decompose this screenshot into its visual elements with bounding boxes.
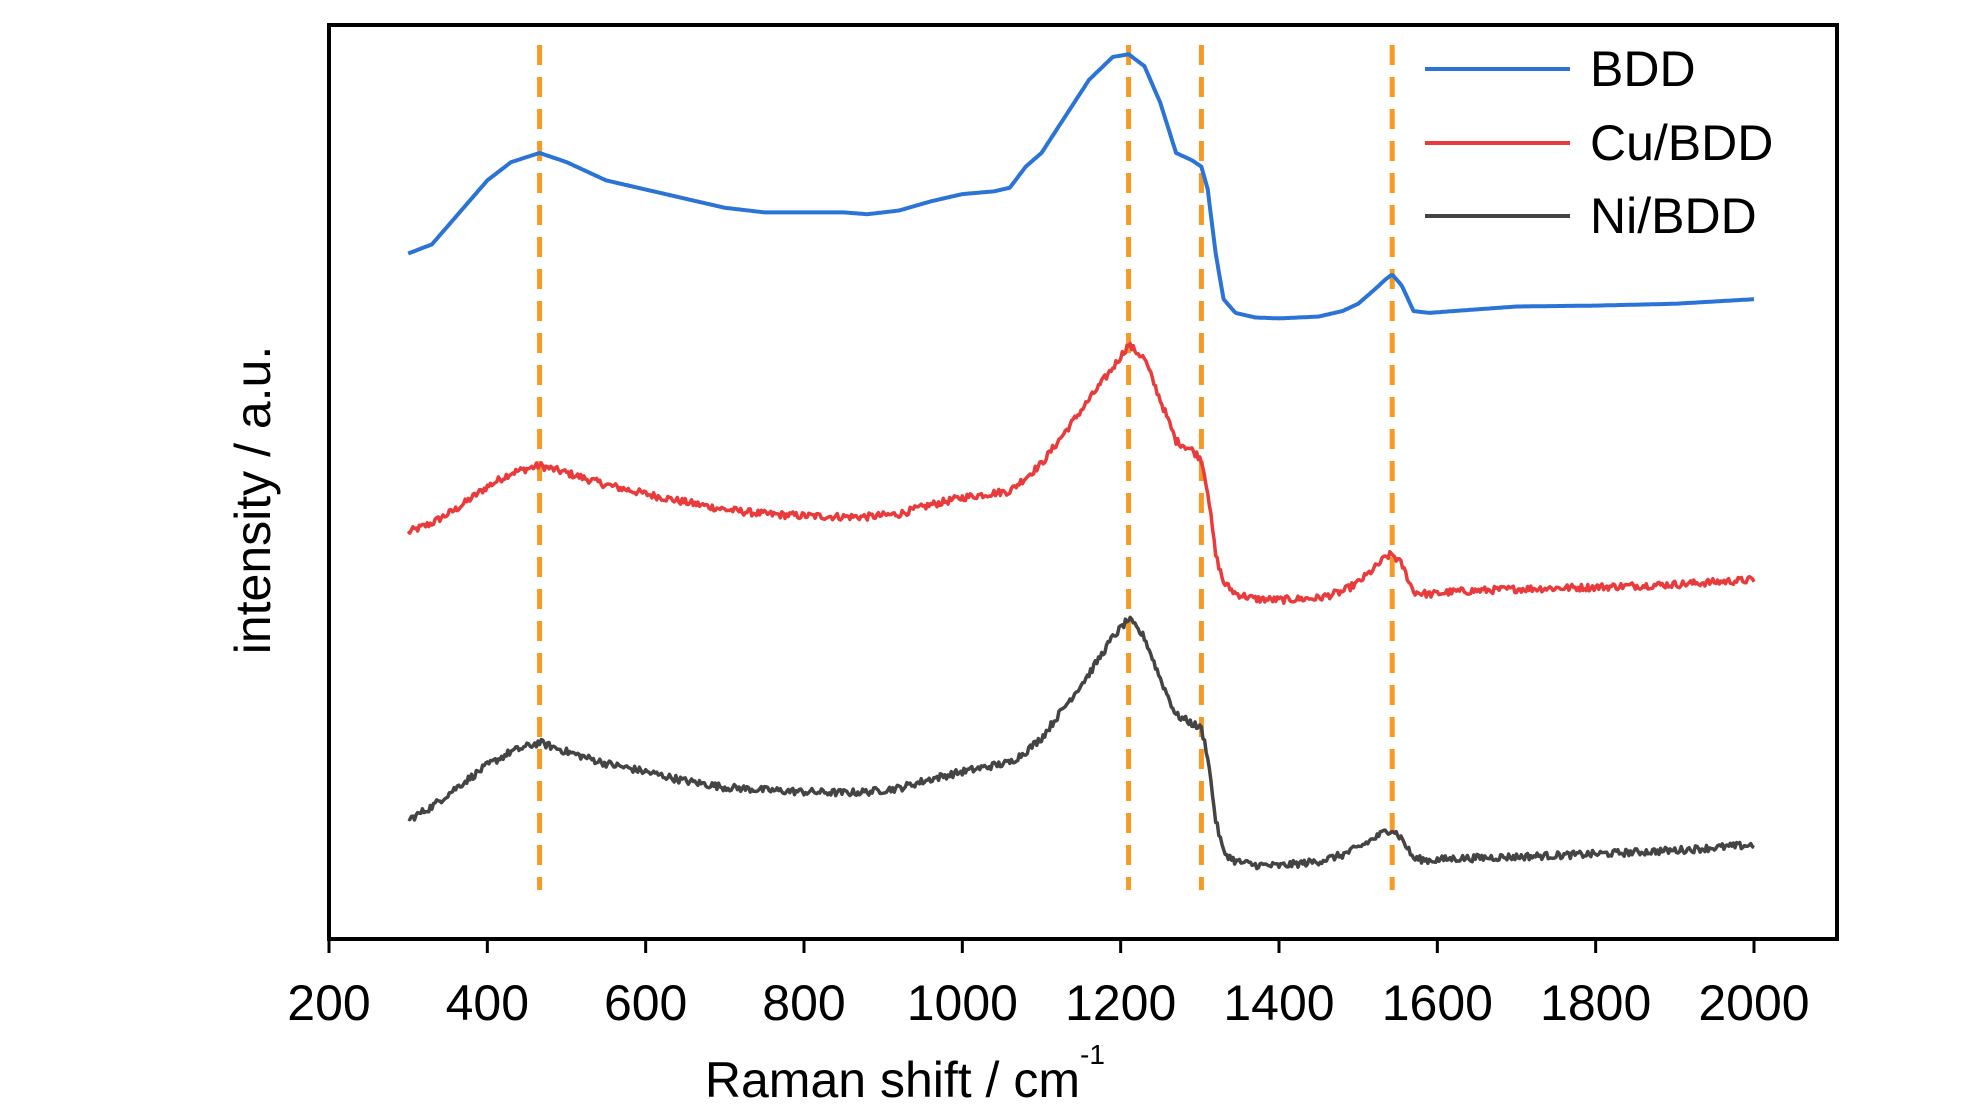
x-tick-label: 2000 [1698,975,1809,1031]
x-tick-label: 400 [446,975,529,1031]
series-line-cu-bdd [406,341,1756,605]
x-axis-ticks: 200 400 600 800 1000 1200 1400 1600 1800 2000 [287,939,1810,1031]
legend-label: Cu/BDD [1590,115,1773,171]
x-axis-title-superscript: -1 [1080,1039,1105,1070]
x-tick-label: 1000 [907,975,1018,1031]
legend-label: Ni/BDD [1590,188,1757,244]
series-layer [406,52,1756,871]
x-tick-label: 1200 [1065,975,1176,1031]
series-line-bdd [407,52,1755,321]
series-line-ni-bdd [407,615,1755,871]
reference-lines [537,45,1395,890]
legend: BDD Cu/BDD Ni/BDD [1425,41,1773,244]
x-tick-label: 600 [604,975,687,1031]
x-tick-label: 1600 [1382,975,1493,1031]
y-axis-title: intensity / a.u. [225,346,281,655]
x-axis-title: Raman shift / cm [705,1052,1080,1108]
x-tick-label: 800 [762,975,845,1031]
x-tick-label: 200 [287,975,370,1031]
x-tick-label: 1800 [1540,975,1651,1031]
legend-label: BDD [1590,41,1696,97]
plot-frame [327,23,1839,941]
x-tick-label: 1400 [1223,975,1334,1031]
